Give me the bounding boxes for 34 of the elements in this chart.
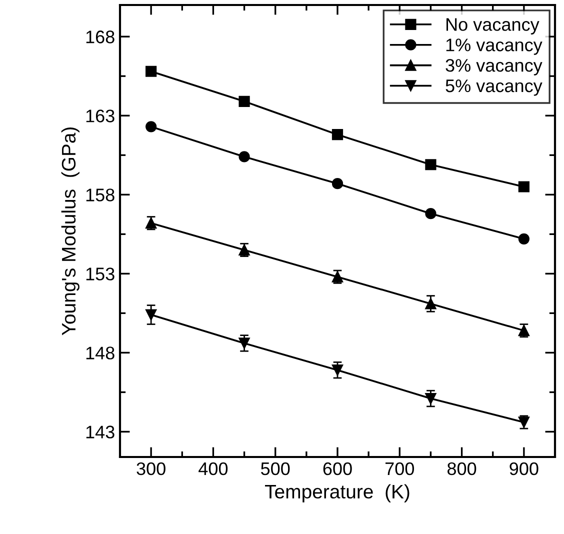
point (425, 298, 436, 310)
y-tick-label: 153 (86, 268, 114, 280)
point (332, 364, 344, 376)
point (146, 121, 157, 132)
x-tick-label: 400 (198, 462, 228, 476)
legend-label: 3% vacancy (446, 59, 542, 76)
point (146, 66, 157, 77)
y-axis-title: Young's Modulus (GPa) (61, 127, 80, 336)
y-tick-label: 163 (86, 110, 114, 122)
x-tick-label: 300 (136, 462, 166, 476)
y-tick-label: 143 (86, 426, 114, 438)
x-tick-label: 600 (323, 462, 352, 476)
point (332, 129, 344, 140)
y-tick-label: 158 (86, 188, 114, 202)
point (425, 392, 436, 404)
legend-label: No vacancy (446, 18, 540, 34)
x-tick-label: 700 (386, 462, 414, 476)
legend-label: 5% vacancy (446, 80, 542, 96)
point (146, 309, 157, 320)
legend-label: 1% vacancy (446, 38, 542, 55)
x-axis-title: Temperature (K) (265, 484, 410, 502)
x-tick-label: 800 (448, 462, 476, 476)
y-tick-label: 168 (86, 30, 114, 44)
point (425, 208, 436, 220)
point (518, 233, 530, 244)
x-tick-label: 900 (510, 462, 538, 476)
point (518, 181, 530, 192)
point (238, 338, 250, 349)
point (332, 178, 344, 190)
point (425, 159, 436, 170)
y-tick-label: 148 (86, 346, 114, 360)
point (238, 96, 250, 107)
x-tick-label: 500 (261, 462, 290, 476)
point (238, 151, 250, 162)
